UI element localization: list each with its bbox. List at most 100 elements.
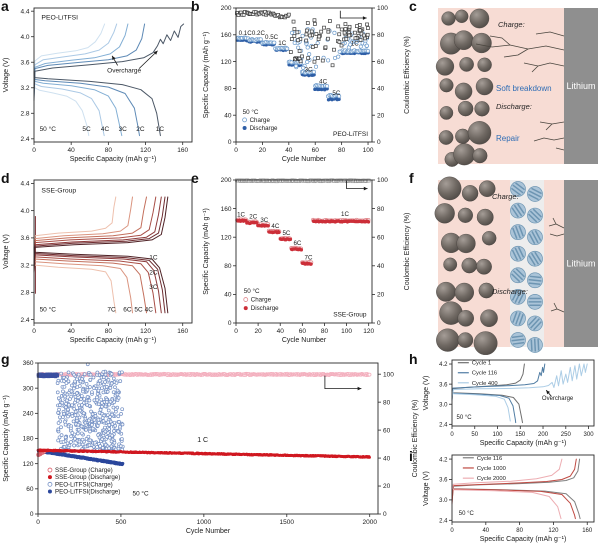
svg-text:50 °C: 50 °C [244,287,260,295]
svg-text:Cycle Number: Cycle Number [186,528,231,535]
svg-text:Coulombic Efficiency (%): Coulombic Efficiency (%) [404,213,411,291]
svg-text:3.6: 3.6 [439,478,448,484]
svg-text:160: 160 [177,328,188,335]
svg-text:40: 40 [68,328,76,335]
svg-text:Voltage (V): Voltage (V) [423,471,430,506]
svg-text:Voltage (V): Voltage (V) [3,58,10,93]
svg-text:20: 20 [259,147,267,154]
svg-text:80: 80 [105,328,113,335]
svg-text:Specific Capacity (mAh g⁻¹): Specific Capacity (mAh g⁻¹) [480,536,567,543]
svg-text:Cycle 116: Cycle 116 [477,456,502,462]
svg-text:2.4: 2.4 [20,136,29,143]
svg-text:Overcharge: Overcharge [542,396,574,402]
svg-text:3.0: 3.0 [439,402,448,408]
svg-text:40: 40 [224,112,232,119]
svg-text:3.6: 3.6 [20,235,29,242]
panel-g: g 0 500 1000 1500 2000 Cycle Number 0 60 120 180 2… [0,351,420,548]
svg-text:1C: 1C [278,40,286,47]
panel-b: b 0 20 40 60 80 100 Cycle Number 0 40 80 120 160 200… [190,0,412,172]
svg-text:80: 80 [377,32,385,39]
svg-text:Specific Capacity (mAh g⁻¹): Specific Capacity (mAh g⁻¹) [480,440,567,447]
rate-cycling-chart-sse: 0 20 40 60 80 100 120 Cycle Number 0 40 80 120 160 20… [203,177,411,344]
svg-text:20: 20 [377,292,385,299]
svg-text:50 °C: 50 °C [133,490,149,498]
svg-text:4.4: 4.4 [20,181,29,188]
svg-text:1C: 1C [156,126,165,133]
svg-text:Voltage (V): Voltage (V) [423,376,430,411]
svg-text:300: 300 [23,385,34,392]
panel-h: h 0 50 100 150 200 250 300 Specific Capacity (m… [408,351,600,450]
svg-text:2C: 2C [293,56,301,63]
svg-text:4.2: 4.2 [439,362,448,368]
svg-text:3C: 3C [149,284,158,291]
long-life-cycles-chart-sse: 0 40 80 120 160 Specific Capacity (mAh g⁻¹) 2.… [423,454,595,543]
svg-text:80: 80 [105,147,113,154]
svg-text:Overcharge: Overcharge [107,67,141,74]
svg-text:5C: 5C [82,126,91,133]
svg-text:300: 300 [584,432,595,438]
svg-text:Charge: Charge [250,117,271,124]
svg-text:40: 40 [383,455,391,462]
svg-text:200: 200 [221,177,232,184]
svg-text:50 °C: 50 °C [457,415,473,421]
svg-text:3C: 3C [260,217,268,224]
svg-text:0.2C: 0.2C [252,30,266,37]
svg-text:100: 100 [493,432,504,438]
svg-text:4.0: 4.0 [20,208,29,215]
svg-text:6C: 6C [123,306,132,313]
panel-letter-b: b [191,0,200,14]
svg-text:500: 500 [115,519,126,526]
svg-text:160: 160 [221,32,232,39]
panel-e: e 0 20 40 60 80 100 120 Cycle Number 0 40 80 120 160… [190,170,412,355]
svg-text:2C: 2C [249,214,257,221]
svg-text:40: 40 [224,292,232,299]
svg-text:1C: 1C [351,41,359,48]
svg-text:100: 100 [341,328,352,335]
svg-text:100: 100 [377,5,388,12]
svg-text:0.1C: 0.1C [239,30,253,37]
svg-text:360: 360 [23,360,34,367]
svg-text:20: 20 [254,328,262,335]
panel-letter-d: d [1,170,10,186]
svg-text:0: 0 [228,320,232,327]
svg-text:Discharge: Discharge [251,305,279,312]
svg-text:0: 0 [377,320,381,327]
svg-text:5C: 5C [134,306,143,313]
panel-letter-f: f [409,170,414,186]
svg-text:40: 40 [377,86,385,93]
svg-text:0: 0 [30,511,34,518]
svg-text:100: 100 [377,177,388,184]
svg-text:200: 200 [221,5,232,12]
svg-text:60: 60 [312,147,320,154]
svg-text:Coulombic Efficiency (%): Coulombic Efficiency (%) [404,36,411,114]
svg-text:Discharge: Discharge [250,125,278,132]
svg-text:2C: 2C [149,270,158,277]
svg-text:Specific Capacity (mAh g⁻¹): Specific Capacity (mAh g⁻¹) [203,208,210,295]
svg-text:4C: 4C [319,79,327,86]
svg-text:2C: 2C [136,126,145,133]
panel-letter-c: c [409,0,417,14]
svg-text:2000: 2000 [362,519,377,526]
svg-text:Cycle 1: Cycle 1 [472,361,491,367]
panel-i: i 0 40 80 120 160 Specific Capacity (mAh g⁻¹)… [408,448,600,548]
overcharge-cycles-chart-peo: 0 50 100 150 200 250 300 Specific Capacity (mAh… [423,359,595,447]
svg-text:120: 120 [140,147,151,154]
svg-text:Lithium: Lithium [566,81,595,91]
svg-text:1C: 1C [341,211,349,218]
panel-d: d 0 40 80 120 160 Specific Capacity (mAh g⁻¹)… [0,170,200,355]
svg-text:120: 120 [221,234,232,241]
svg-text:Charge: Charge [251,297,272,304]
svg-text:200: 200 [538,432,549,438]
svg-text:Charge:: Charge: [498,20,525,29]
svg-text:6C: 6C [293,240,301,247]
svg-text:80: 80 [383,399,391,406]
svg-text:Cycle 116: Cycle 116 [472,371,497,377]
svg-text:PEO-LiTFSI: PEO-LiTFSI [333,131,368,138]
panel-letter-i: i [409,448,413,464]
voltage-profile-chart-peo: 0 40 80 120 160 Specific Capacity (mAh g⁻¹) 2.… [3,7,193,163]
svg-text:60: 60 [26,486,34,493]
svg-text:2.4: 2.4 [20,317,29,324]
svg-text:0: 0 [377,139,381,146]
